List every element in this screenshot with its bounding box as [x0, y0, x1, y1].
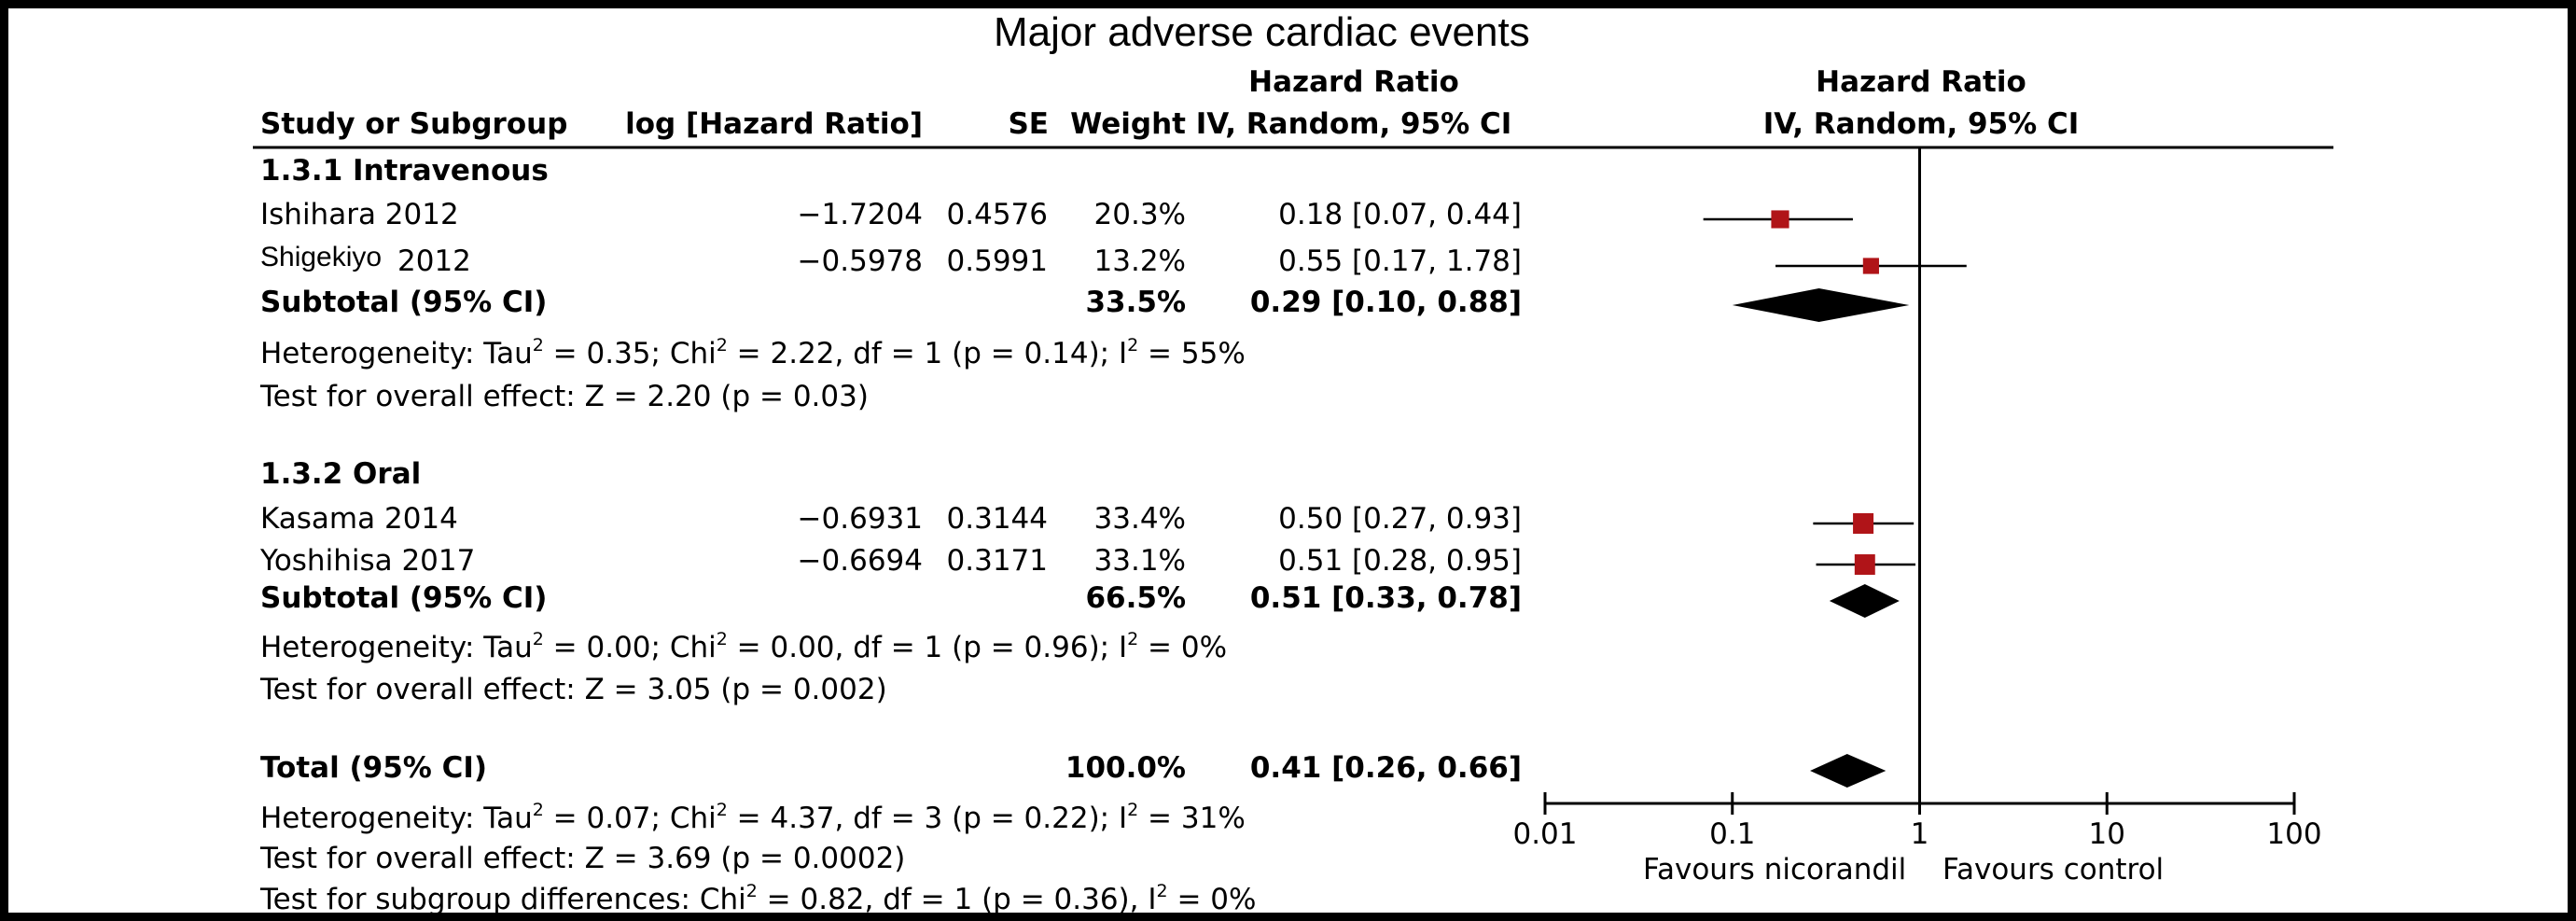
x-axis-tick-label: 0.01 [1512, 817, 1577, 851]
header-study: Study or Subgroup [260, 107, 568, 141]
header-loghr: log [Hazard Ratio] [625, 107, 923, 141]
study-ci: 0.51 [0.28, 0.95] [1278, 544, 1522, 578]
heterogeneity-text: Heterogeneity: Tau2 = 0.00; Chi2 = 0.00,… [260, 629, 1228, 664]
study-weight: 20.3% [1093, 198, 1186, 231]
x-axis-tick-label: 1 [1911, 817, 1929, 851]
group-heading: 1.3.1 Intravenous [260, 154, 549, 188]
header-weight: Weight [1070, 107, 1186, 141]
total-label: Total (95% CI) [260, 751, 488, 785]
heterogeneity-text: Heterogeneity: Tau2 = 0.35; Chi2 = 2.22,… [260, 335, 1246, 370]
study-se: 0.4576 [946, 198, 1048, 231]
chart-title: Major adverse cardiac events [994, 9, 1530, 55]
overall-effect-text: Test for overall effect: Z = 2.20 (p = 0… [260, 380, 869, 413]
study-name: Ishihara 2012 [260, 198, 459, 231]
study-effect-marker [1854, 554, 1875, 575]
study-weight: 33.1% [1093, 544, 1186, 578]
total-ci: 0.41 [0.26, 0.66] [1249, 751, 1522, 785]
subtotal-weight: 33.5% [1085, 286, 1186, 319]
favours-right-label: Favours control [1942, 853, 2165, 886]
study-effect-marker [1853, 513, 1874, 534]
subtotal-diamond [1829, 584, 1900, 618]
study-loghr: −0.6694 [797, 544, 923, 578]
total-weight: 100.0% [1065, 751, 1186, 785]
study-effect-marker [1862, 258, 1879, 274]
x-axis-tick-label: 10 [2089, 817, 2125, 851]
subtotal-label: Subtotal (95% CI) [260, 581, 548, 615]
forest-plot-area: 0.01 0.1 1 10 100 [253, 146, 2333, 851]
header-plot-method: IV, Random, 95% CI [1762, 107, 2080, 141]
study-name: Shigekiyo [260, 242, 383, 272]
study-se: 0.5991 [946, 244, 1048, 278]
study-weight: 13.2% [1093, 244, 1186, 278]
header-hr-title: Hazard Ratio [1248, 65, 1459, 99]
study-effect-marker [1771, 210, 1789, 229]
header-se: SE [1008, 107, 1049, 141]
x-axis-tick-label: 0.1 [1709, 817, 1755, 851]
study-loghr: −0.5978 [797, 244, 923, 278]
study-se: 0.3171 [946, 544, 1048, 578]
study-year: 2012 [397, 244, 471, 278]
header-hr-method: IV, Random, 95% CI [1195, 107, 1512, 141]
forest-plot-figure: Major adverse cardiac events Study or Su… [8, 8, 2568, 916]
total-diamond [1810, 754, 1887, 788]
subtotal-weight: 66.5% [1085, 581, 1186, 615]
study-weight: 33.4% [1093, 502, 1186, 536]
subtotal-ci: 0.51 [0.33, 0.78] [1249, 581, 1522, 615]
study-name: Yoshihisa 2017 [260, 544, 476, 578]
study-se: 0.3144 [946, 502, 1048, 536]
subtotal-diamond [1732, 288, 1910, 322]
subtotal-label: Subtotal (95% CI) [260, 286, 548, 319]
header-plot-title: Hazard Ratio [1816, 65, 2026, 99]
favours-left-label: Favours nicorandil [1643, 853, 1907, 886]
overall-effect-text: Test for overall effect: Z = 3.69 (p = 0… [260, 842, 906, 875]
x-axis-tick-label: 100 [2266, 817, 2321, 851]
overall-effect-text: Test for overall effect: Z = 3.05 (p = 0… [260, 673, 887, 706]
study-name: Kasama 2014 [260, 502, 458, 536]
subgroup-differences-text: Test for subgroup differences: Chi2 = 0.… [260, 881, 1257, 916]
study-loghr: −0.6931 [797, 502, 923, 536]
study-ci: 0.18 [0.07, 0.44] [1278, 198, 1522, 231]
group-heading: 1.3.2 Oral [260, 457, 422, 491]
study-ci: 0.50 [0.27, 0.93] [1278, 502, 1522, 536]
heterogeneity-text: Heterogeneity: Tau2 = 0.07; Chi2 = 4.37,… [260, 800, 1246, 835]
subtotal-ci: 0.29 [0.10, 0.88] [1249, 286, 1522, 319]
study-loghr: −1.7204 [797, 198, 923, 231]
study-ci: 0.55 [0.17, 1.78] [1278, 244, 1522, 278]
